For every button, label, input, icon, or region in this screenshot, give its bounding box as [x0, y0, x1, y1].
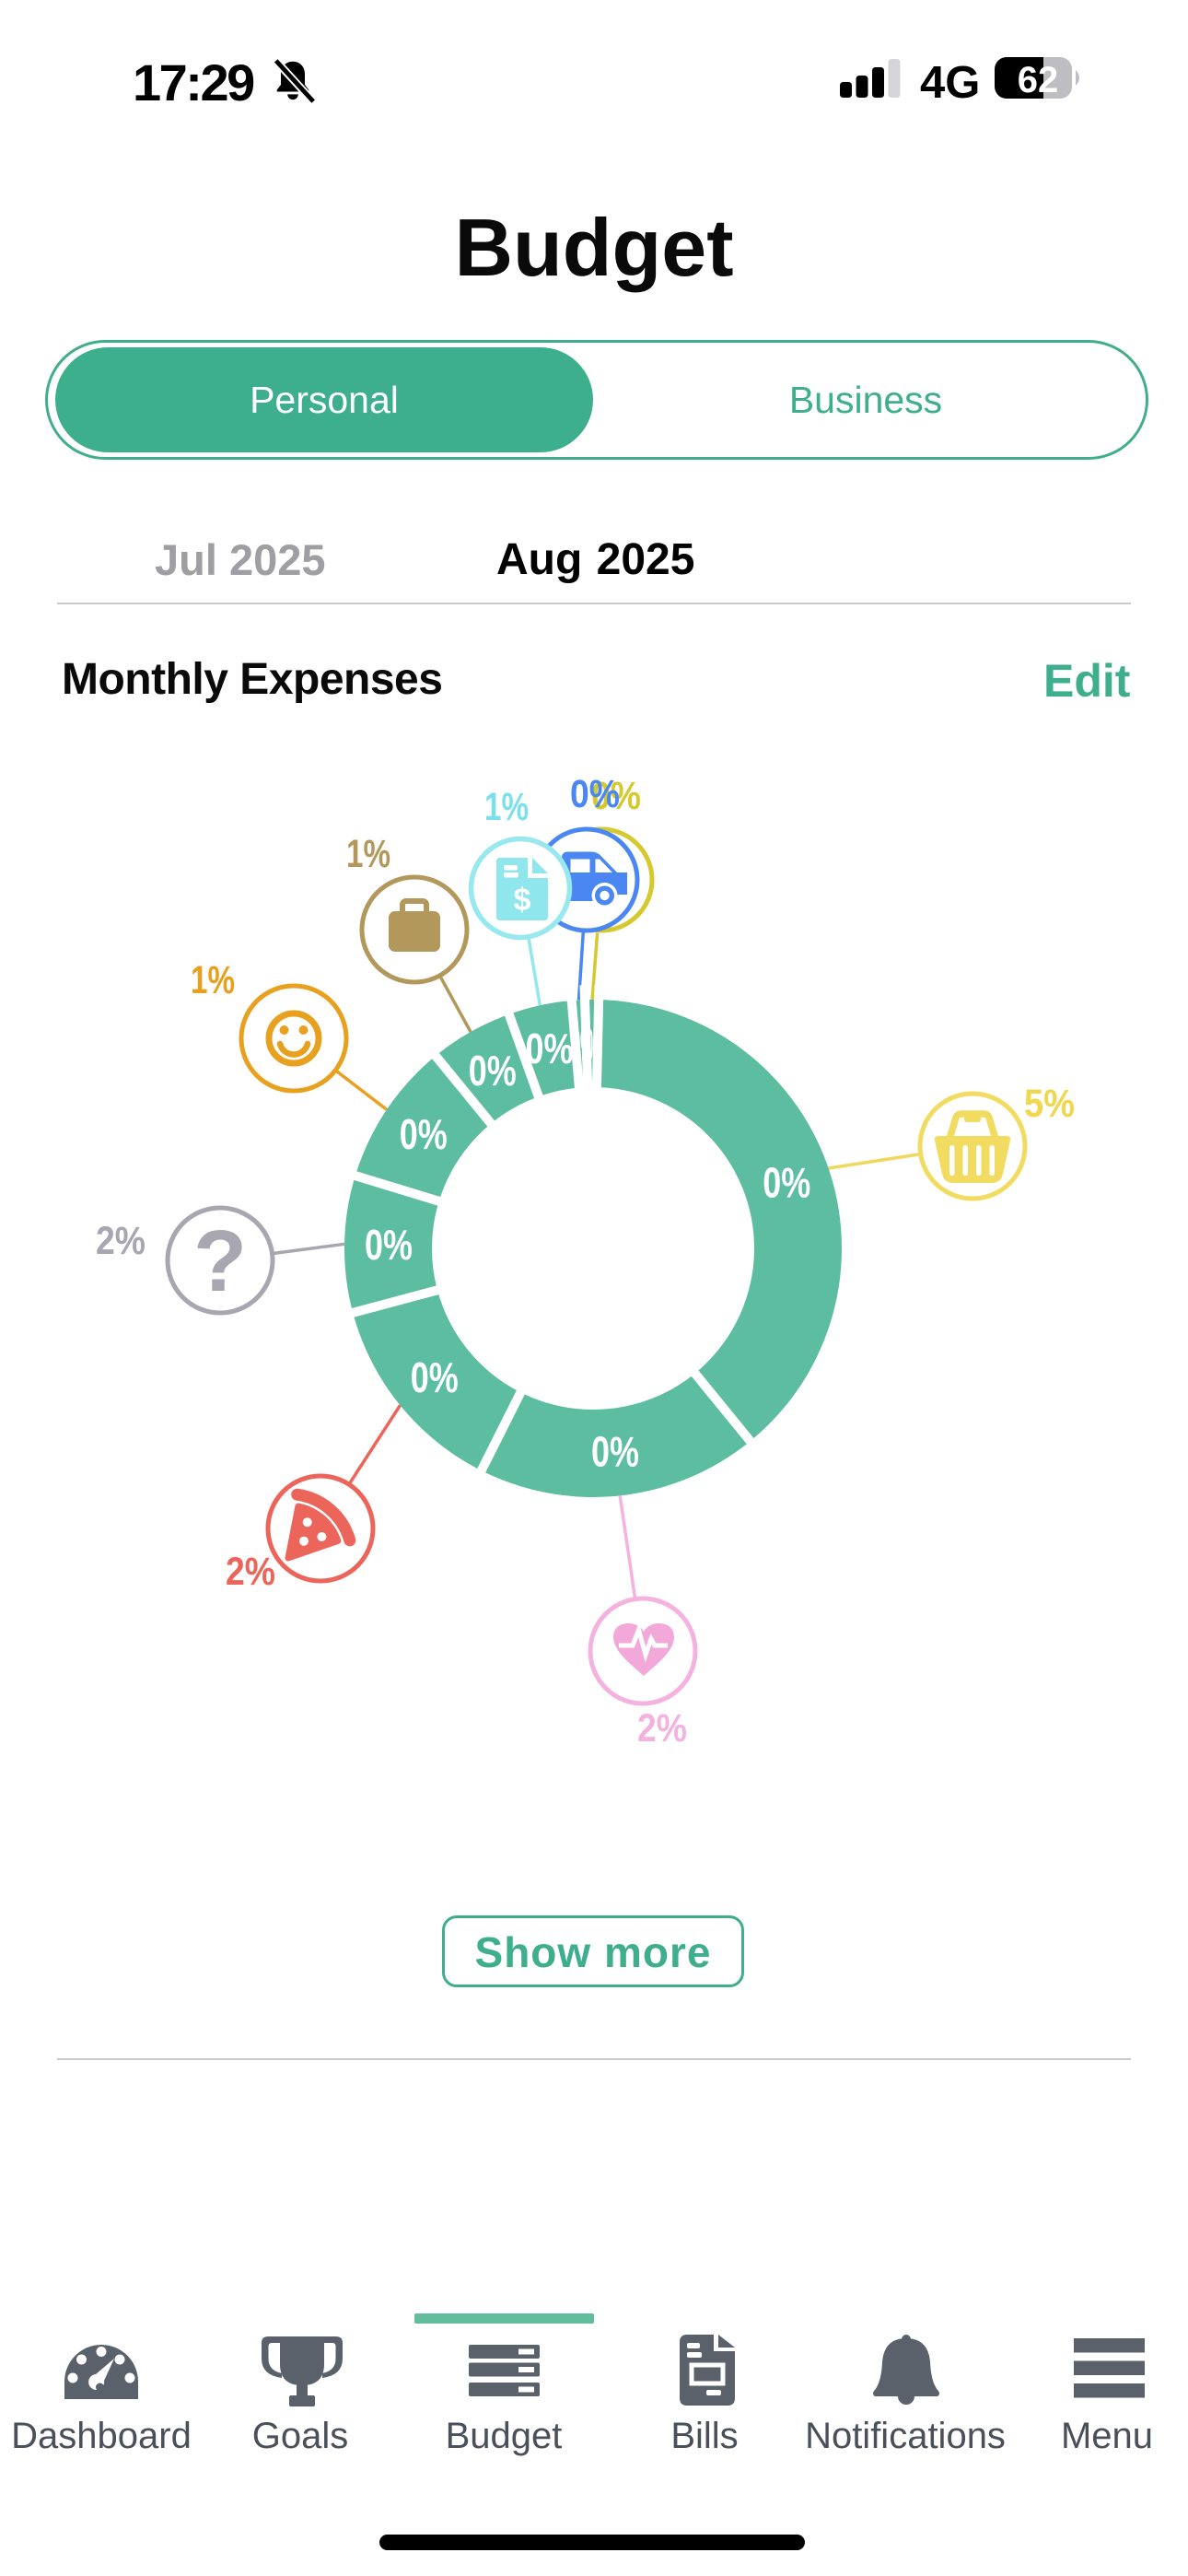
svg-text:0%: 0%	[400, 1110, 448, 1158]
svg-text:0%: 0%	[411, 1353, 459, 1401]
svg-text:1%: 1%	[191, 958, 235, 1002]
svg-text:?: ?	[193, 1212, 247, 1310]
svg-text:0%: 0%	[469, 1047, 517, 1095]
svg-text:62: 62	[1018, 60, 1059, 100]
svg-text:0%: 0%	[591, 774, 641, 818]
svg-text:0%: 0%	[365, 1221, 413, 1269]
svg-text:0%: 0%	[591, 1428, 639, 1476]
svg-text:2%: 2%	[637, 1706, 687, 1751]
svg-text:1%: 1%	[484, 785, 529, 829]
svg-text:0%: 0%	[588, 1023, 602, 1070]
svg-text:0%: 0%	[526, 1025, 574, 1072]
svg-text:1%: 1%	[346, 832, 390, 876]
svg-text:$: $	[514, 883, 531, 918]
svg-text:5%: 5%	[1024, 1082, 1075, 1126]
svg-text:0%: 0%	[570, 772, 620, 816]
svg-text:0%: 0%	[763, 1159, 810, 1207]
svg-text:2%: 2%	[226, 1550, 275, 1594]
svg-text:2%: 2%	[96, 1219, 146, 1263]
svg-text:0%: 0%	[575, 1023, 589, 1070]
